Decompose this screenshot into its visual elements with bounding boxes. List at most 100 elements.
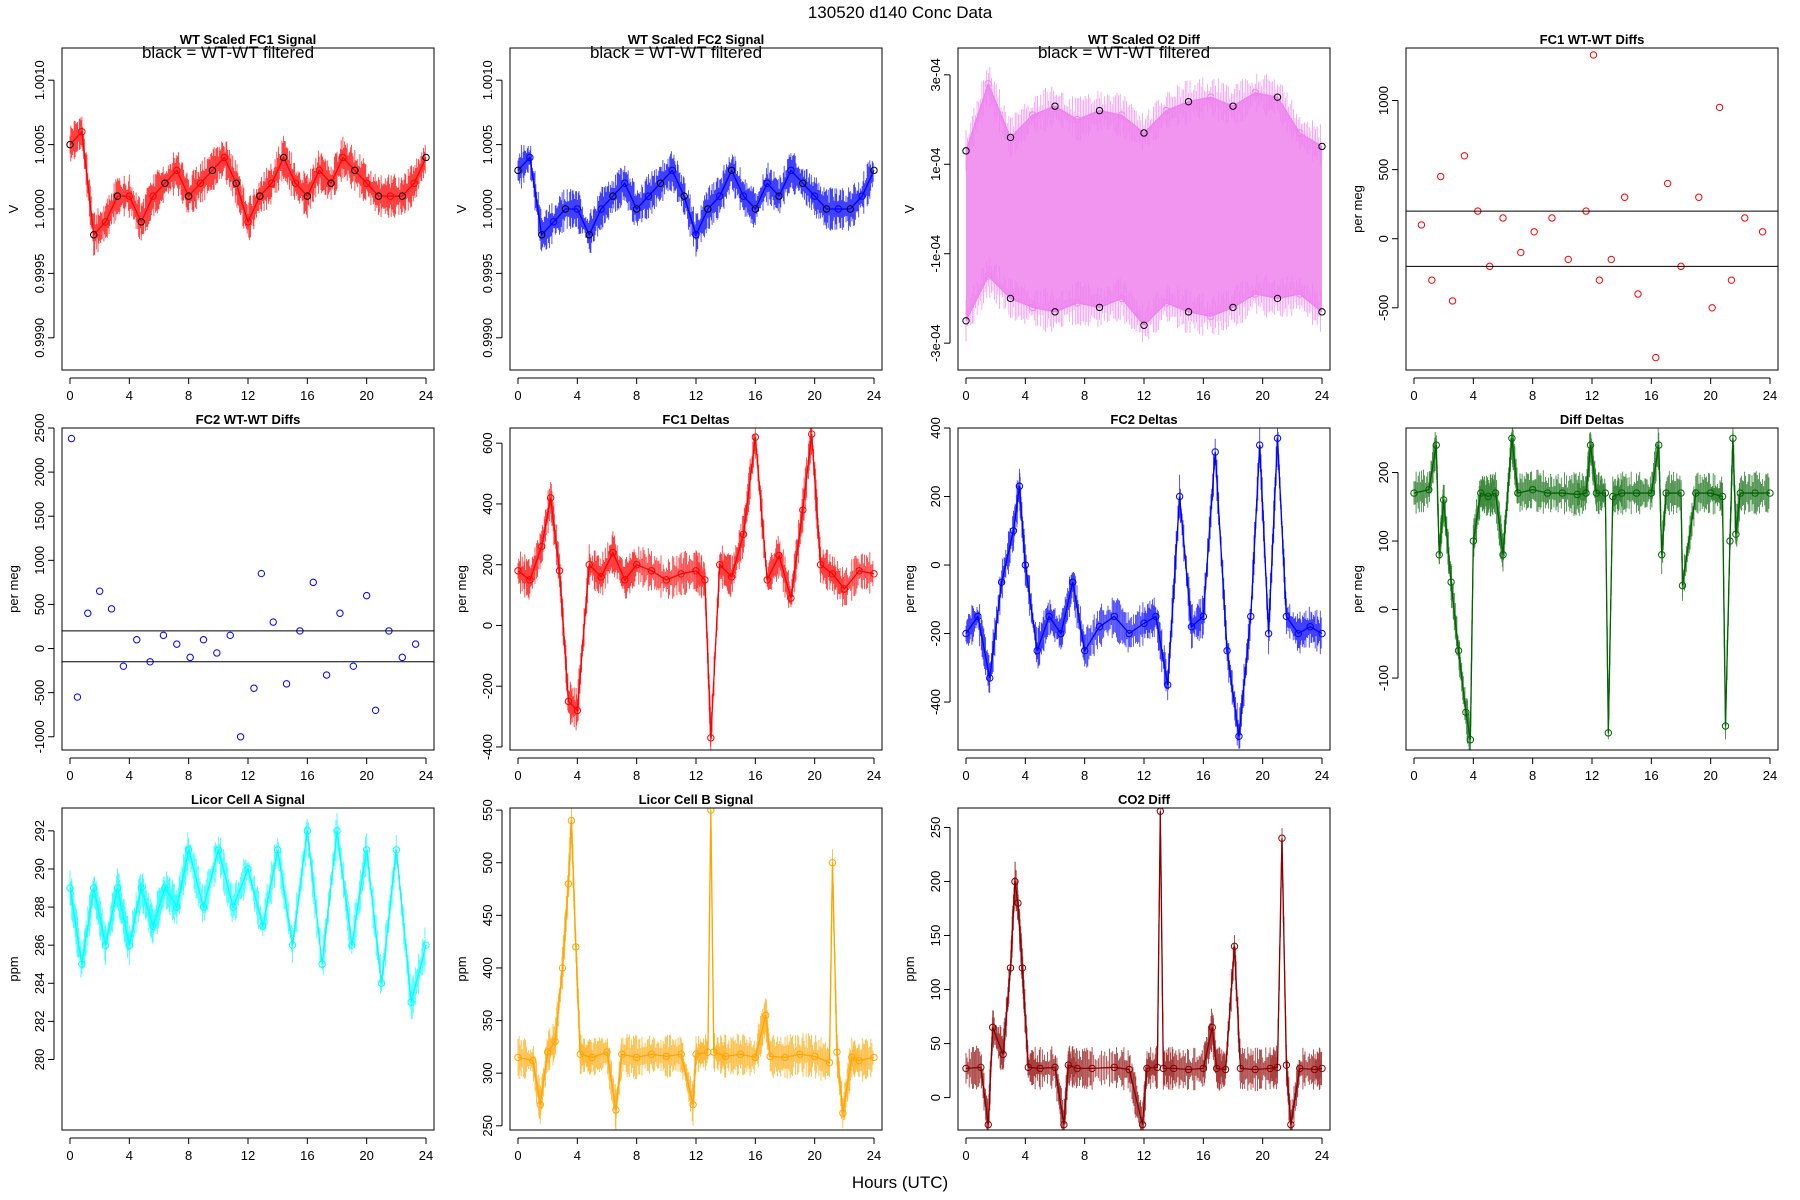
plot-frame	[1405, 427, 1779, 751]
data-point	[1477, 489, 1485, 497]
data-point	[1751, 489, 1759, 497]
data-point	[137, 218, 145, 226]
data-point	[564, 697, 573, 706]
data-point	[1110, 612, 1119, 621]
data-point	[716, 560, 724, 569]
data-point	[677, 570, 685, 578]
data-point	[1212, 1064, 1221, 1073]
data-point	[1428, 276, 1436, 284]
data-point	[775, 192, 783, 200]
data-point	[1273, 1063, 1282, 1072]
data-point	[1118, 294, 1126, 303]
data-point	[1601, 489, 1610, 497]
data-point	[825, 1058, 834, 1067]
data-point	[259, 922, 267, 930]
data-point	[701, 576, 709, 584]
data-point	[1199, 1064, 1208, 1073]
x-tick-label: 0	[514, 768, 521, 783]
data-point	[739, 192, 748, 200]
plot-frame	[61, 47, 435, 371]
x-tick-label: 20	[359, 768, 373, 783]
data-point	[184, 846, 193, 854]
y-tick-label: 0.9990	[32, 318, 47, 358]
x-tick-label: 16	[1196, 768, 1210, 783]
y-tick-label: 1.0010	[480, 60, 495, 100]
data-point	[555, 567, 564, 575]
x-tick-label: 0	[1410, 388, 1417, 403]
y-tick-label: -500	[1376, 295, 1391, 321]
data-point	[551, 1037, 559, 1046]
data-point	[855, 567, 863, 575]
data-point	[1318, 308, 1326, 316]
data-point	[549, 218, 558, 226]
data-point	[597, 573, 605, 581]
data-point	[564, 880, 573, 888]
y-tick-label: 284	[32, 972, 47, 994]
data-point	[1095, 303, 1104, 312]
data-point	[149, 922, 157, 930]
data-point	[707, 734, 715, 742]
data-point	[1318, 142, 1326, 151]
x-tick-label: 20	[1255, 1148, 1269, 1163]
x-tick-label: 16	[748, 768, 762, 783]
data-point	[775, 551, 783, 560]
panel-0: 0 4 8 12 16 20 24 0.9990 0.9995 1.0000 1.0005 1.001…	[6, 32, 435, 403]
x-tick-label: 0	[514, 388, 521, 403]
x-tick-label: 16	[300, 1148, 314, 1163]
data-point	[1736, 489, 1745, 497]
data-point	[618, 1050, 626, 1058]
data-point	[1138, 1120, 1147, 1129]
series-noise	[965, 257, 1321, 343]
data-point	[1620, 193, 1629, 201]
panel-title: Licor Cell B Signal	[639, 792, 754, 807]
series-noise	[69, 116, 426, 256]
data-point	[962, 147, 970, 155]
y-tick-label: 1500	[32, 502, 47, 531]
data-point	[407, 998, 415, 1007]
data-point	[1727, 276, 1736, 284]
data-point	[1064, 1061, 1073, 1069]
data-point	[78, 960, 86, 968]
data-point	[244, 218, 252, 226]
x-tick-label: 8	[1081, 768, 1088, 783]
data-point	[692, 231, 700, 239]
x-tick-label: 24	[419, 1148, 433, 1163]
x-tick-label: 4	[126, 768, 133, 783]
x-tick-label: 0	[66, 388, 73, 403]
data-point	[173, 903, 181, 911]
series-noise	[69, 813, 426, 1020]
y-tick-label: 0	[928, 1094, 943, 1101]
data-point	[1634, 290, 1642, 298]
data-point	[962, 629, 970, 638]
data-point	[119, 662, 128, 670]
data-point	[1036, 1064, 1044, 1073]
data-point	[1758, 228, 1767, 236]
data-point	[339, 153, 347, 162]
data-point	[677, 1050, 685, 1058]
y-tick-label: 1.0000	[32, 189, 47, 229]
panel-7: 0 4 8 12 16 20 24 -100 0 100 200 per meg Diff Deltas	[1350, 412, 1779, 783]
x-tick-label: 0	[1410, 768, 1417, 783]
data-point	[1080, 646, 1089, 655]
data-point	[1595, 276, 1604, 284]
data-point	[1425, 485, 1433, 494]
data-point	[1306, 622, 1314, 631]
plot-frame	[509, 427, 883, 751]
data-point	[1073, 115, 1081, 124]
panel-title: CO2 Diff	[1118, 792, 1171, 807]
data-point	[1006, 133, 1015, 142]
y-tick-label: 1.0000	[480, 189, 495, 229]
data-point	[1229, 102, 1237, 110]
data-point	[816, 560, 825, 569]
x-tick-label: 16	[1644, 388, 1658, 403]
data-point	[1491, 489, 1500, 497]
data-point	[997, 578, 1006, 586]
data-point	[348, 941, 356, 949]
plot-data	[66, 813, 430, 1020]
data-point	[704, 205, 712, 213]
x-tick-label: 12	[241, 1148, 255, 1163]
panel-title: FC2 Deltas	[1110, 412, 1177, 427]
data-point	[1251, 89, 1259, 97]
data-point	[1439, 496, 1448, 504]
x-tick-label: 4	[126, 1148, 133, 1163]
